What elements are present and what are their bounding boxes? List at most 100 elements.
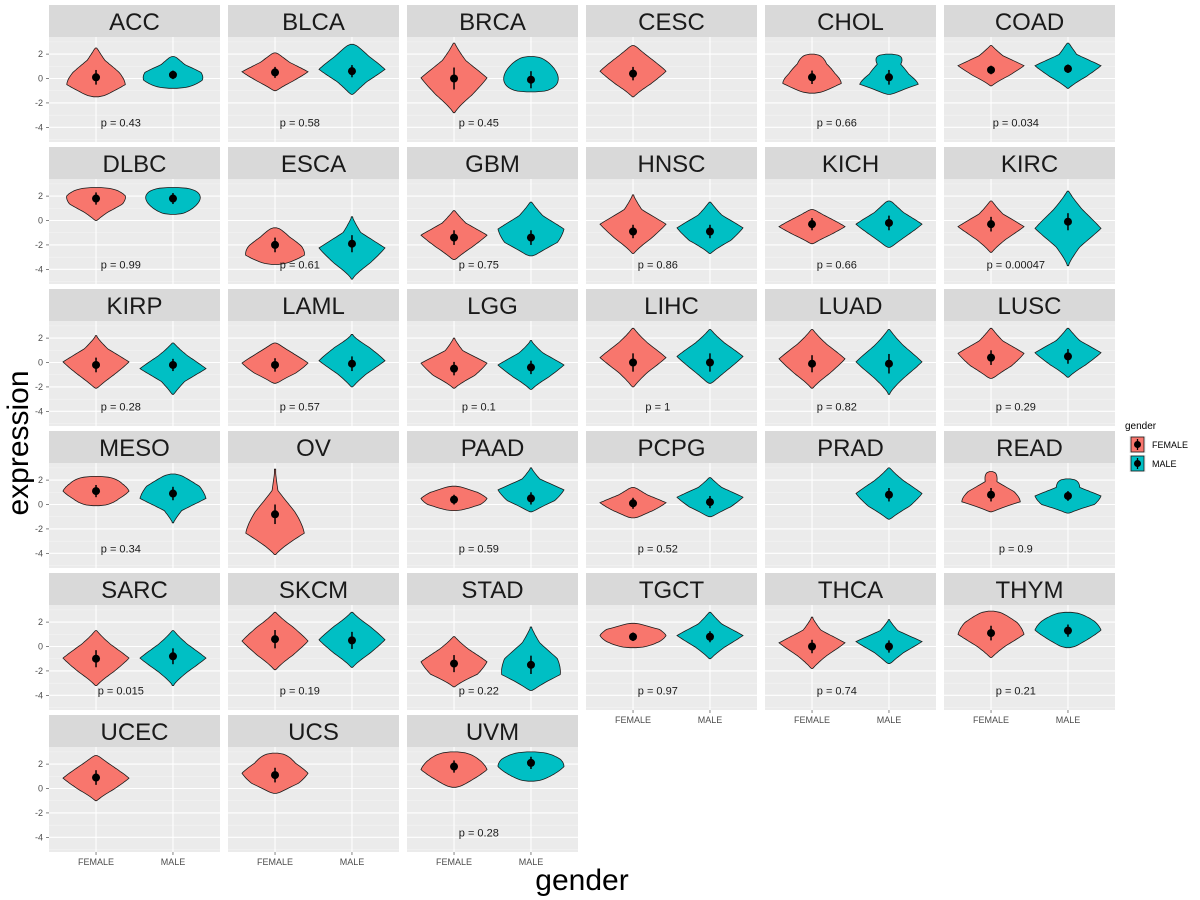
facet-panel-pcpg: PCPG p = 0.52 [586, 431, 757, 568]
p-value-label: p = 0.52 [638, 543, 678, 555]
p-value-label: p = 0.21 [996, 685, 1036, 697]
facet-panel-blca: BLCA p = 0.58 [228, 5, 399, 142]
facet-panels: ACC 2 0 -2 -4 p = 0.43 BLCA p = 0.58 BRCA p = 0.4… [35, 5, 1115, 867]
facet-strip [765, 431, 936, 463]
mean-point [168, 652, 177, 661]
facet-strip [49, 573, 220, 605]
facet-strip-label: HNSC [637, 151, 705, 178]
facet-panel-kirp: KIRP 2 0 -2 -4 p = 0.28 [35, 289, 220, 426]
y-tick-label: 2 [38, 475, 43, 485]
facet-strip [407, 147, 578, 179]
mean-point [168, 360, 177, 369]
y-tick-label: -2 [35, 240, 43, 250]
legend-item-female: FEMALE [1129, 436, 1188, 453]
mean-point [450, 659, 459, 668]
mean-point [347, 239, 356, 248]
mean-point [450, 233, 459, 242]
facet-panel-paad: PAAD p = 0.59 [407, 431, 578, 568]
violin-female [599, 194, 667, 254]
facet-panel-dlbc: DLBC 2 0 -2 -4 p = 0.99 [35, 147, 220, 284]
p-value-label: p = 0.00047 [987, 259, 1045, 271]
x-tick-label: FEMALE [794, 715, 830, 725]
mean-point [705, 358, 714, 367]
facet-panel-tgct: TGCT FEMALE MALE p = 0.97 [586, 573, 757, 725]
y-tick-label: -4 [35, 264, 43, 274]
y-tick-label: -4 [35, 122, 43, 132]
mean-point [987, 65, 996, 74]
facet-strip [407, 715, 578, 747]
p-value-label: p = 0.86 [638, 259, 678, 271]
mean-point [271, 510, 280, 519]
y-tick-label: 0 [38, 74, 43, 84]
facet-strip-label: KIRP [106, 293, 162, 320]
p-value-label: p = 0.97 [638, 685, 678, 697]
mean-point [987, 629, 996, 638]
facet-panel-ov: OV [228, 431, 399, 568]
x-tick-label: FEMALE [257, 857, 293, 867]
facet-strip [586, 5, 757, 37]
facet-strip [586, 431, 757, 463]
y-tick-label: 0 [38, 642, 43, 652]
facet-panel-kich: KICH p = 0.66 [765, 147, 936, 284]
facet-strip [407, 5, 578, 37]
facet-panel-sarc: SARC 2 0 -2 -4 p = 0.015 [35, 573, 220, 710]
facet-panel-thym: THYM FEMALE MALE p = 0.21 [944, 573, 1115, 725]
mean-point [705, 632, 714, 641]
p-value-label: p = 0.59 [459, 543, 499, 555]
mean-point [629, 499, 638, 508]
mean-point [1063, 626, 1072, 635]
mean-point [271, 68, 280, 77]
p-value-label: p = 0.19 [280, 685, 320, 697]
facet-strip [228, 431, 399, 463]
violin-male [497, 201, 565, 257]
x-tick-label: MALE [877, 715, 902, 725]
facet-strip [407, 573, 578, 605]
facet-panel-uvm: UVM FEMALE MALE p = 0.28 [407, 715, 578, 867]
facet-strip [586, 147, 757, 179]
facet-panel-laml: LAML p = 0.57 [228, 289, 399, 426]
legend-point [1134, 460, 1141, 467]
facet-panel-lusc: LUSC p = 0.29 [944, 289, 1115, 426]
facet-panel-prad: PRAD [765, 431, 936, 568]
y-tick-label: 0 [38, 358, 43, 368]
x-tick-label: FEMALE [436, 857, 472, 867]
facet-strip-label: BLCA [282, 9, 345, 36]
facet-strip [49, 289, 220, 321]
y-tick-label: 2 [38, 191, 43, 201]
mean-point [987, 353, 996, 362]
p-value-label: p = 0.1 [462, 401, 496, 413]
p-value-label: p = 0.66 [817, 117, 857, 129]
y-tick-label: -4 [35, 690, 43, 700]
x-tick-label: FEMALE [78, 857, 114, 867]
mean-point [705, 227, 714, 236]
mean-point [808, 359, 817, 368]
mean-point [884, 73, 893, 82]
facet-strip-label: UVM [466, 719, 519, 746]
facet-strip-label: CESC [638, 9, 705, 36]
mean-point [450, 762, 459, 771]
p-value-label: p = 0.58 [280, 117, 320, 129]
mean-point [705, 498, 714, 507]
p-value-label: p = 0.75 [459, 259, 499, 271]
facet-strip-label: PRAD [817, 435, 884, 462]
y-axis-title: expression [2, 370, 35, 515]
facet-strip-label: STAD [461, 577, 523, 604]
mean-point [347, 67, 356, 76]
facet-strip-label: SKCM [279, 577, 348, 604]
y-tick-label: -4 [35, 548, 43, 558]
mean-point [168, 194, 177, 203]
mean-point [92, 773, 101, 782]
facet-strip [944, 147, 1115, 179]
x-tick-label: MALE [1056, 715, 1081, 725]
facet-strip-label: KIRC [1001, 151, 1058, 178]
p-value-label: p = 0.34 [101, 543, 141, 555]
facet-strip [228, 5, 399, 37]
facet-strip-label: THCA [818, 577, 883, 604]
facet-panel-coad: COAD p = 0.034 [944, 5, 1115, 142]
facet-strip [49, 715, 220, 747]
mean-point [92, 654, 101, 663]
facet-strip [228, 289, 399, 321]
facet-strip-label: BRCA [459, 9, 526, 36]
p-value-label: p = 0.9 [999, 543, 1033, 555]
facet-strip [586, 573, 757, 605]
